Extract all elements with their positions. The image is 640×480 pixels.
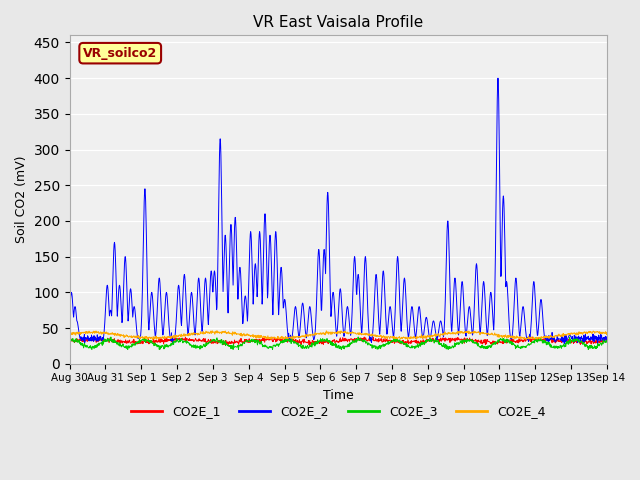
CO2E_1	[529, 334, 536, 340]
CO2E_4	[315, 331, 323, 337]
CO2E_3	[130, 341, 138, 347]
CO2E_2	[66, 311, 74, 316]
CO2E_1	[129, 338, 137, 344]
CO2E_1	[66, 337, 74, 343]
CO2E_2	[603, 338, 611, 344]
CO2E_4	[66, 332, 74, 338]
CO2E_3	[88, 347, 96, 352]
CO2E_1	[305, 342, 313, 348]
CO2E_3	[294, 340, 302, 346]
CO2E_4	[404, 337, 412, 343]
CO2E_3	[108, 338, 115, 344]
CO2E_4	[129, 334, 137, 340]
CO2E_4	[305, 333, 313, 338]
Text: VR_soilco2: VR_soilco2	[83, 47, 157, 60]
CO2E_2	[561, 341, 568, 347]
CO2E_2	[294, 323, 301, 329]
Legend: CO2E_1, CO2E_2, CO2E_3, CO2E_4: CO2E_1, CO2E_2, CO2E_3, CO2E_4	[125, 400, 551, 423]
CO2E_1	[305, 337, 312, 343]
CO2E_3	[355, 334, 362, 340]
CO2E_2	[129, 310, 137, 316]
CO2E_3	[315, 339, 323, 345]
CO2E_2	[305, 310, 312, 316]
Line: CO2E_2: CO2E_2	[70, 78, 607, 344]
X-axis label: Time: Time	[323, 389, 354, 402]
CO2E_2	[494, 75, 502, 81]
Title: VR East Vaisala Profile: VR East Vaisala Profile	[253, 15, 424, 30]
CO2E_2	[315, 249, 323, 254]
Line: CO2E_4: CO2E_4	[70, 331, 607, 340]
CO2E_1	[294, 337, 301, 343]
CO2E_4	[603, 331, 611, 337]
CO2E_4	[294, 334, 302, 339]
CO2E_3	[66, 337, 74, 343]
CO2E_2	[108, 310, 115, 316]
Y-axis label: Soil CO2 (mV): Soil CO2 (mV)	[15, 156, 28, 243]
CO2E_1	[603, 337, 611, 343]
CO2E_1	[108, 338, 115, 344]
CO2E_1	[315, 340, 323, 346]
CO2E_4	[372, 333, 380, 339]
Line: CO2E_1: CO2E_1	[70, 337, 607, 345]
CO2E_3	[603, 338, 611, 344]
CO2E_3	[372, 344, 380, 350]
Line: CO2E_3: CO2E_3	[70, 337, 607, 349]
CO2E_4	[209, 328, 216, 334]
CO2E_4	[108, 331, 115, 336]
CO2E_3	[305, 344, 313, 350]
CO2E_2	[372, 277, 380, 283]
CO2E_1	[372, 336, 380, 342]
